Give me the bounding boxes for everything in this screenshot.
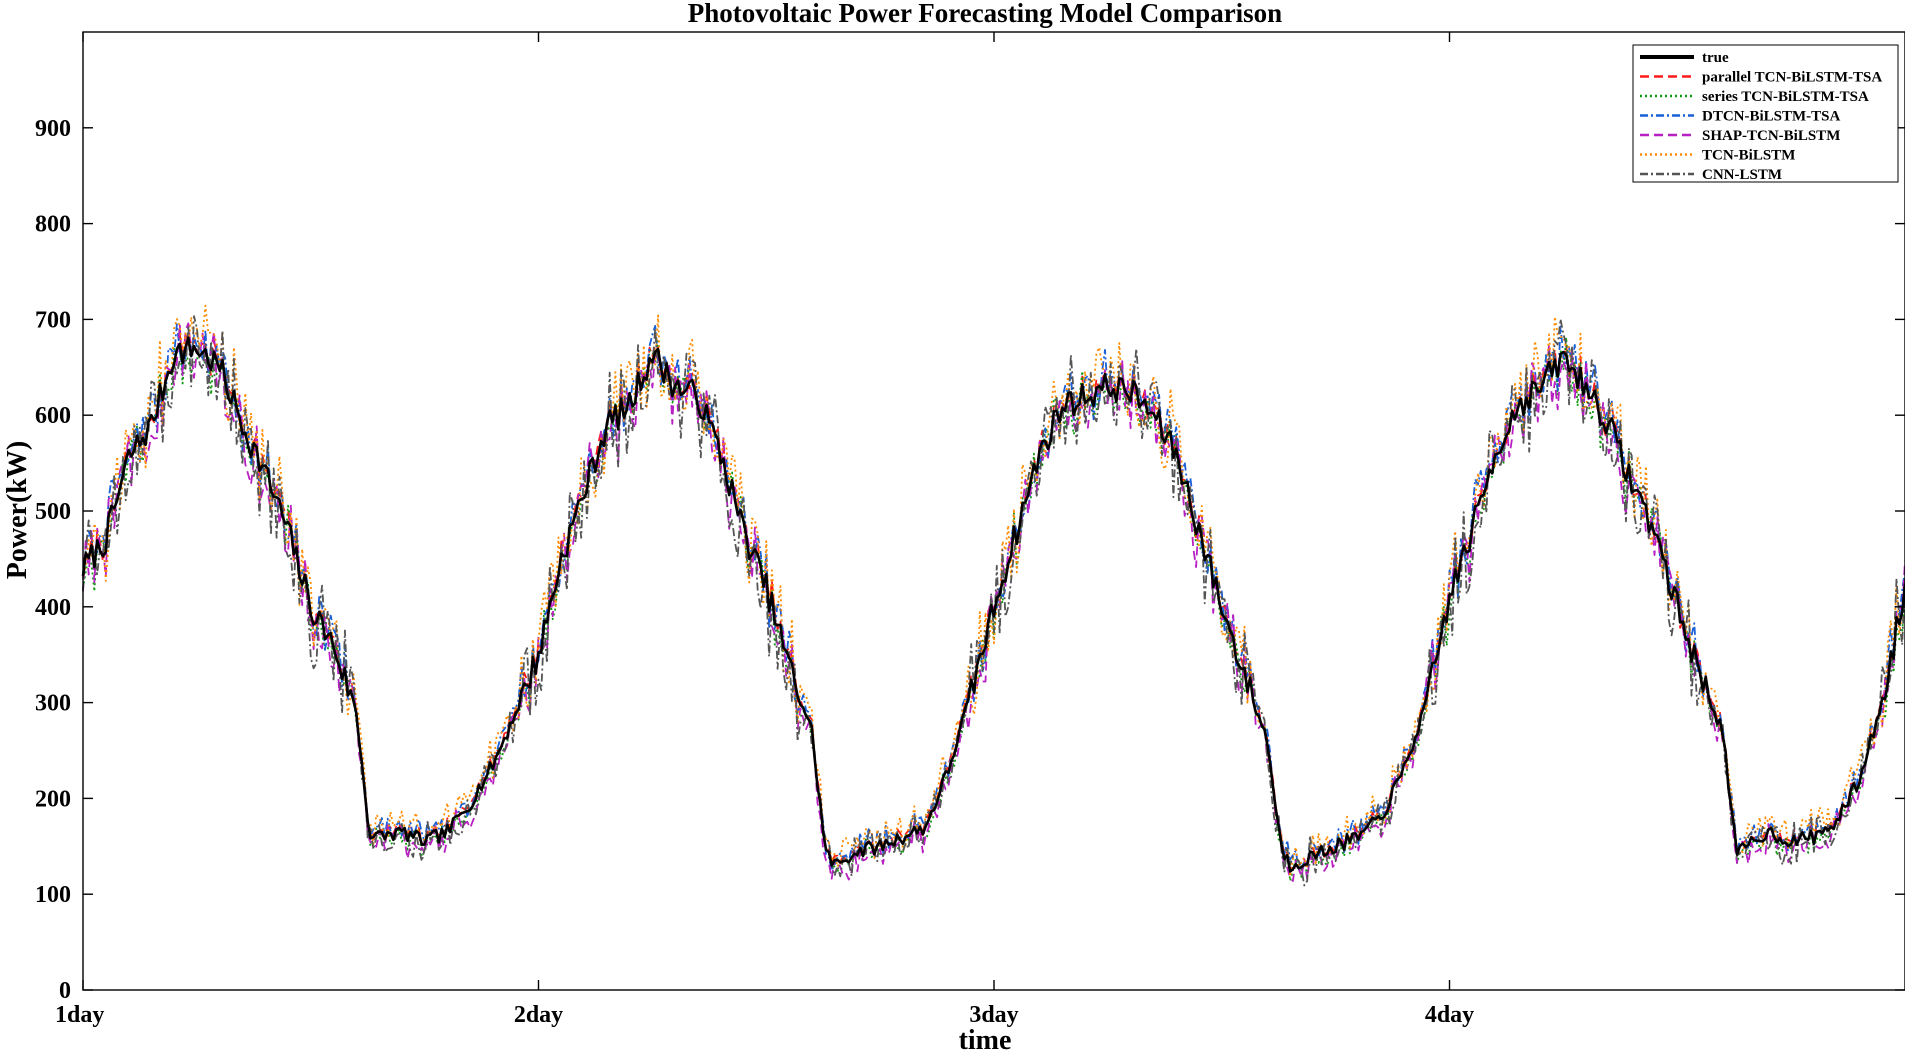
legend-box xyxy=(1632,44,1899,183)
y-axis-ticks: 0 100 200 300 400 500 600 700 800 900 xyxy=(35,116,1905,1004)
y-tick-label: 700 xyxy=(35,307,71,333)
y-tick-label: 600 xyxy=(35,403,71,429)
x-tick-label: 4day xyxy=(1425,1002,1474,1028)
legend-label: SHAP-TCN-BiLSTM xyxy=(1702,128,1840,144)
y-tick-label: 0 xyxy=(59,978,71,1004)
series-line-5 xyxy=(82,304,1905,878)
legend-entries: true parallel TCN-BiLSTM-TSA series TCN-Bi… xyxy=(1640,50,1882,183)
y-tick-label: 900 xyxy=(35,116,71,142)
legend-label: TCN-BiLSTM xyxy=(1702,148,1795,164)
y-tick-label: 500 xyxy=(35,499,71,525)
series-line-0 xyxy=(81,336,1905,873)
y-axis-label: Power(kW) xyxy=(2,441,33,579)
x-axis-label: time xyxy=(959,1025,1012,1056)
x-tick-label: 2day xyxy=(514,1002,563,1028)
chart-title: Photovoltaic Power Forecasting Model Com… xyxy=(688,0,1282,28)
y-tick-label: 400 xyxy=(35,595,71,621)
y-tick-label: 300 xyxy=(35,691,71,717)
x-tick-label: 1day xyxy=(55,1002,104,1028)
series-layer xyxy=(81,304,1905,887)
legend: true parallel TCN-BiLSTM-TSA series TCN-Bi… xyxy=(1632,44,1899,183)
y-tick-label: 800 xyxy=(35,212,71,238)
legend-label: series TCN-BiLSTM-TSA xyxy=(1702,89,1869,105)
legend-label: true xyxy=(1702,50,1729,66)
legend-label: parallel TCN-BiLSTM-TSA xyxy=(1702,70,1882,86)
y-tick-label: 100 xyxy=(35,882,71,908)
plot-area: 0 100 200 300 400 500 600 700 800 900 1day 2day 3da… xyxy=(35,31,1905,1028)
series-line-6 xyxy=(82,315,1905,887)
x-tick-label: 3day xyxy=(969,1002,1018,1028)
y-tick-label: 200 xyxy=(35,786,71,812)
legend-label: DTCN-BiLSTM-TSA xyxy=(1702,109,1841,125)
x-axis-ticks: 1day 2day 3day 4day xyxy=(55,32,1474,1028)
legend-label: CNN-LSTM xyxy=(1702,167,1782,183)
